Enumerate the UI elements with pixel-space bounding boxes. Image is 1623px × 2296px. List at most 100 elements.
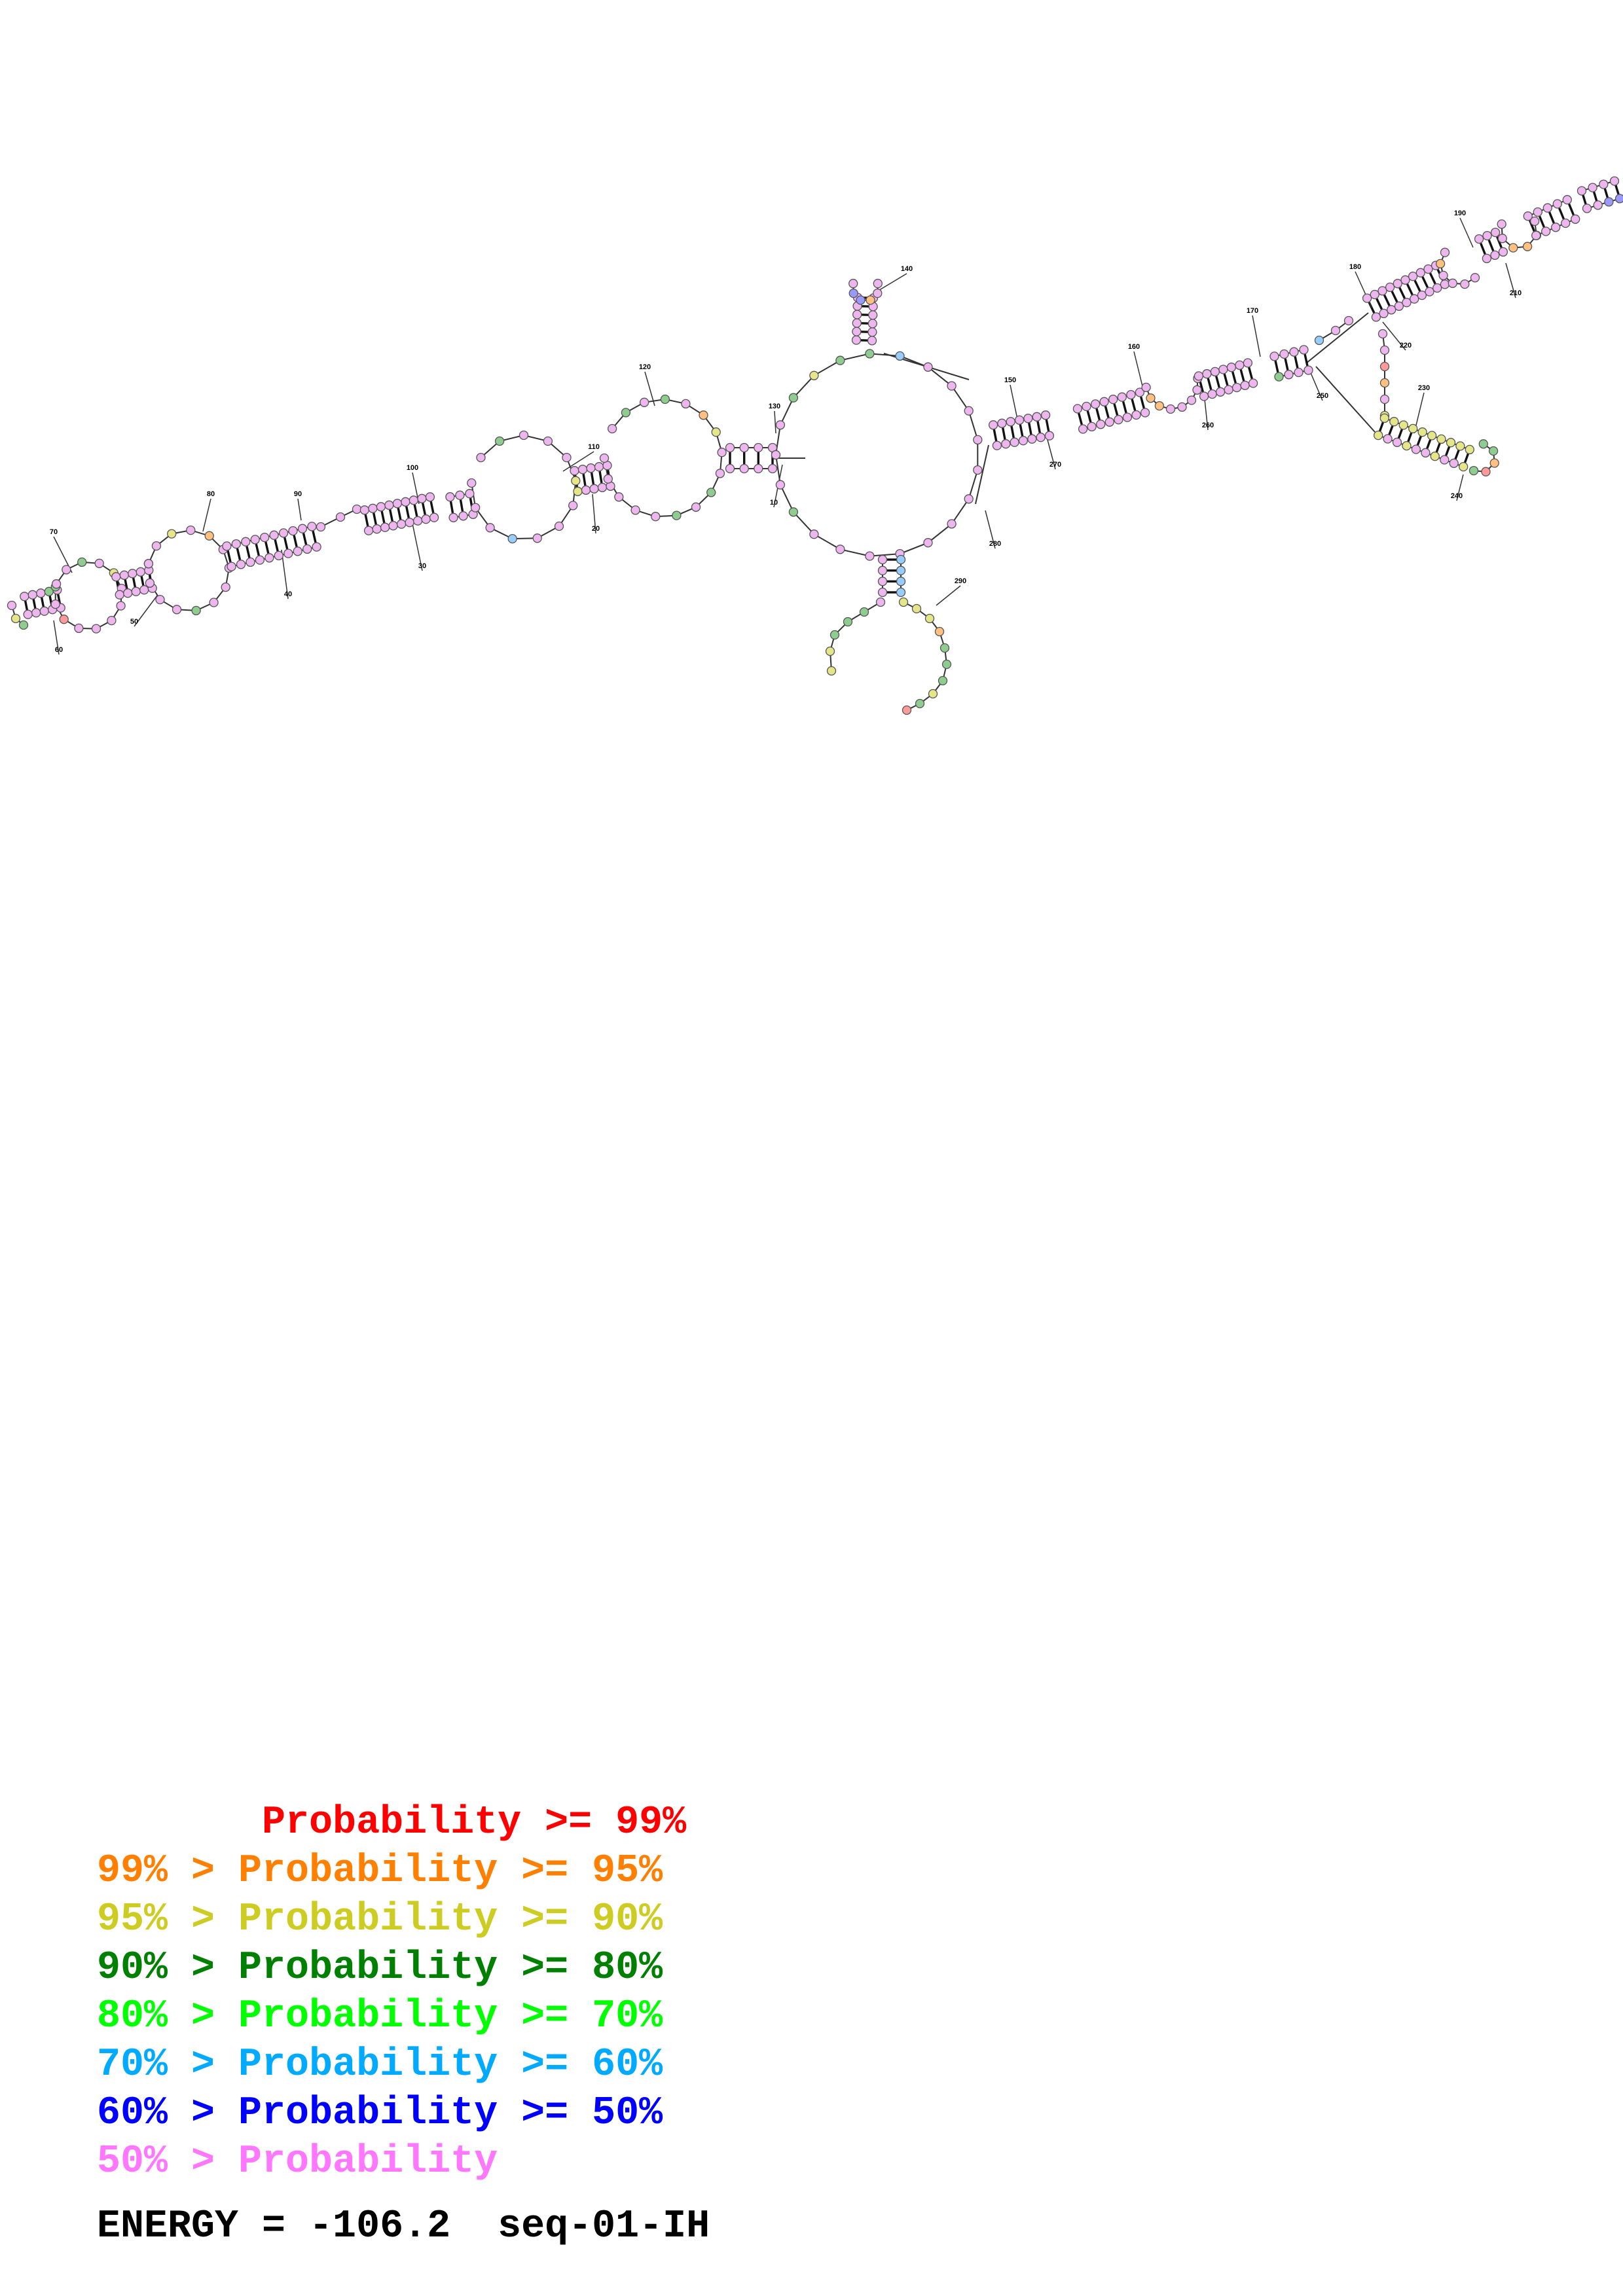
nucleotide-128: [706, 488, 716, 497]
nucleotide-272: [1343, 315, 1354, 326]
nucleotide-168: [867, 336, 877, 346]
base-pair-line: [227, 550, 232, 563]
base-pair-line: [32, 598, 37, 609]
nucleotide-3: [18, 620, 29, 630]
nucleotide-25: [62, 565, 71, 575]
nucleotide-151: [865, 551, 875, 561]
energy-and-sequence-label: ENERGY = -106.2 seq-01-IH: [97, 2204, 710, 2249]
nucleotide-38: [145, 578, 155, 588]
nucleotide-20: [116, 601, 126, 611]
position-tick: [985, 510, 996, 549]
nucleotide-16: [59, 615, 69, 624]
nucleotide-286: [1408, 272, 1418, 281]
nucleotide-238: [1140, 408, 1150, 418]
position-label: 250: [1317, 392, 1328, 400]
nucleotide-350: [1446, 438, 1456, 448]
nucleotide-162: [865, 349, 875, 359]
base-pair-line: [1131, 399, 1137, 411]
helix-3-strand-b: [227, 526, 312, 547]
nucleotide-182: [856, 295, 866, 305]
nucleotide-281: [1402, 298, 1412, 308]
position-label: 50: [130, 618, 138, 626]
position-tick: [134, 595, 158, 627]
nucleotide-47: [186, 525, 196, 535]
nucleotide-62: [269, 530, 279, 540]
position-tick: [412, 523, 423, 571]
nucleotide-321: [1582, 204, 1592, 213]
base-pair-line: [1095, 408, 1101, 420]
nucleotide-5: [20, 592, 29, 601]
base-pair-line: [1539, 215, 1545, 228]
base-pair-line: [582, 473, 587, 486]
nucleotide-15: [50, 599, 60, 609]
nucleotide-59: [264, 553, 274, 563]
nucleotide-173: [852, 318, 862, 328]
nucleotide-252: [1215, 387, 1226, 397]
position-label: 20: [592, 525, 600, 533]
nucleotide-139: [725, 442, 735, 453]
nucleotide-199: [826, 666, 837, 676]
nucleotide-85: [401, 497, 410, 507]
nucleotide-101: [507, 533, 517, 544]
nucleotide-344: [1417, 427, 1427, 437]
nucleotide-184: [873, 288, 883, 298]
nucleotide-295: [1438, 270, 1448, 281]
base-pair-line: [140, 575, 145, 586]
base-pair-line: [1078, 412, 1083, 425]
nucleotide-235: [1117, 392, 1127, 402]
nucleotide-212: [1001, 439, 1011, 449]
position-label: 180: [1349, 263, 1361, 271]
position-label: 190: [1454, 209, 1466, 217]
nucleotide-165: [788, 393, 799, 403]
position-label: 140: [901, 265, 913, 273]
nucleotide-228: [1096, 420, 1106, 429]
nucleotide-158: [964, 406, 974, 416]
nucleotide-306: [1497, 234, 1507, 243]
nucleotide-347: [1430, 451, 1440, 461]
base-pair-line: [1558, 207, 1565, 220]
nucleotide-278: [1377, 286, 1387, 296]
connector-3: [975, 444, 989, 505]
nucleotide-313: [1541, 226, 1551, 236]
nucleotide-147: [775, 480, 786, 490]
nucleotide-166: [775, 420, 786, 430]
position-label: 100: [407, 464, 418, 472]
base-pair-line: [1019, 424, 1024, 437]
nucleotide-219: [1023, 414, 1033, 423]
nucleotide-279: [1394, 301, 1404, 311]
base-pair-line: [264, 541, 270, 554]
nucleotide-40: [172, 605, 182, 615]
nucleotide-290: [1423, 264, 1433, 274]
nucleotide-30: [119, 570, 129, 580]
base-pair-line: [1592, 191, 1598, 202]
nucleotide-113: [581, 485, 591, 495]
position-label: 90: [294, 490, 302, 498]
nucleotide-42: [209, 598, 219, 607]
nucleotide-301: [1490, 250, 1500, 260]
nucleotide-197: [830, 630, 840, 640]
nucleotide-220: [1036, 433, 1046, 442]
nucleotide-72: [335, 512, 346, 522]
nucleotide-237: [1126, 389, 1136, 400]
nucleotide-198: [825, 646, 835, 656]
nucleotide-67: [302, 544, 312, 554]
base-pair-line: [124, 579, 128, 590]
base-pair-line: [993, 429, 998, 442]
nucleotide-216: [1018, 436, 1029, 446]
nucleotide-80: [388, 521, 398, 531]
nucleotide-100: [485, 523, 495, 533]
nucleotide-41: [191, 605, 201, 616]
nucleotide-163: [835, 355, 845, 365]
base-pair-line: [422, 503, 426, 515]
nucleotide-335: [1374, 430, 1383, 440]
nucleotide-206: [938, 675, 948, 686]
helix-13-strand-a: [1279, 369, 1309, 378]
nucleotide-331: [1379, 361, 1390, 372]
nucleotide-289: [1432, 283, 1442, 293]
nucleotide-43: [221, 582, 230, 592]
legend-row-p95: 99% > Probability >= 95%: [97, 1849, 663, 1893]
nucleotide-23: [94, 558, 104, 568]
nucleotide-340: [1398, 420, 1408, 430]
nucleotide-153: [923, 538, 933, 548]
base-pair-layer: [24, 185, 1620, 611]
